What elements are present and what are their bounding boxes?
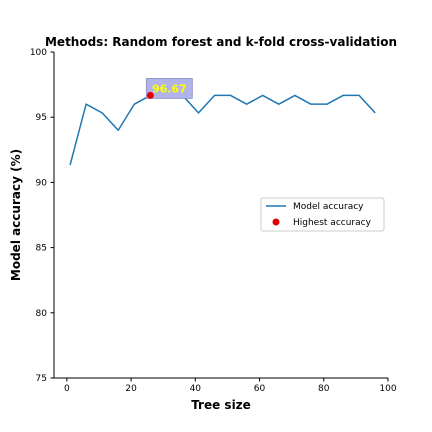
data-point — [69, 164, 71, 166]
x-ticks: 0 20 40 60 80 100 — [64, 378, 397, 394]
data-point — [278, 103, 280, 105]
y-tick-label: 75 — [36, 374, 47, 384]
x-tick-label: 0 — [64, 384, 70, 394]
data-point — [133, 103, 135, 105]
legend: Model accuracy Highest accuracy — [260, 197, 385, 232]
x-tick-label: 40 — [190, 384, 202, 394]
data-point — [310, 103, 312, 105]
x-tick-label: 100 — [379, 384, 396, 394]
x-tick-label: 80 — [318, 384, 330, 394]
annotation-layer: 96.67 — [145, 78, 193, 99]
data-point — [374, 112, 376, 114]
chart-title: Methods: Random forest and k-fold cross-… — [45, 35, 397, 49]
data-point — [358, 94, 360, 96]
legend-label-model-accuracy: Model accuracy — [293, 202, 364, 212]
x-tick-label: 20 — [125, 384, 137, 394]
data-point — [326, 103, 328, 105]
data-point — [245, 103, 247, 105]
y-tick-label: 100 — [30, 48, 47, 58]
plot-area: 0 20 40 60 80 100 75 80 85 90 95 100 96.67 — [30, 48, 397, 394]
annotation-box — [145, 78, 193, 99]
data-point — [229, 94, 231, 96]
data-point — [294, 94, 296, 96]
data-point — [101, 112, 103, 114]
data-point — [85, 103, 87, 105]
highest-accuracy-marker — [146, 91, 154, 99]
legend-marker-swatch — [272, 218, 280, 226]
data-point — [197, 112, 199, 114]
x-axis-label: Tree size — [191, 398, 251, 412]
series-layer — [69, 94, 376, 166]
y-ticks: 75 80 85 90 95 100 — [30, 48, 54, 384]
y-axis-label: Model accuracy (%) — [9, 149, 23, 281]
series-line-model-accuracy — [69, 94, 376, 166]
x-tick-label: 60 — [254, 384, 266, 394]
y-tick-label: 95 — [36, 113, 47, 123]
y-tick-label: 85 — [36, 244, 47, 254]
legend-frame — [260, 197, 385, 232]
annotation-label: 96.67 — [152, 82, 187, 95]
y-tick-label: 90 — [36, 178, 48, 188]
data-point — [262, 94, 264, 96]
y-tick-label: 80 — [36, 309, 48, 319]
legend-label-highest-accuracy: Highest accuracy — [293, 218, 372, 228]
data-point — [213, 94, 215, 96]
data-point — [342, 94, 344, 96]
data-point — [117, 129, 119, 131]
